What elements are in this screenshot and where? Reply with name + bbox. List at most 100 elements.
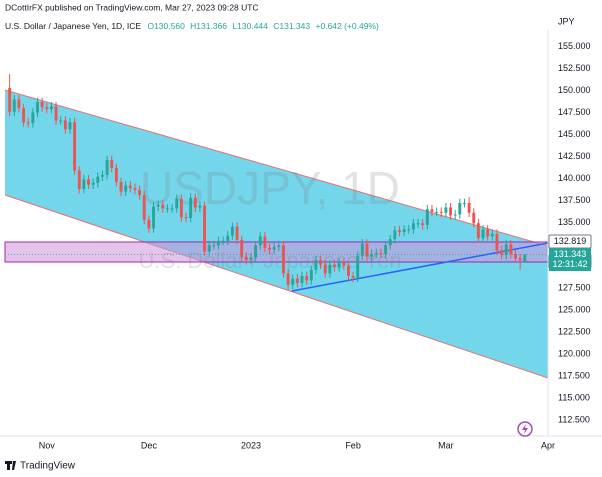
candle-body [254, 245, 258, 258]
candle-body [212, 245, 216, 247]
y-tick-label: 142.500 [558, 151, 591, 161]
candle-body [337, 262, 341, 268]
candle-body [504, 244, 508, 255]
candle-body [63, 120, 67, 130]
y-tick-label: 127.500 [558, 283, 591, 293]
candle-body [170, 208, 174, 210]
candle-body [82, 179, 86, 190]
candle-body [59, 120, 63, 122]
candle-body [156, 204, 160, 207]
candle-body [249, 257, 253, 261]
candle-body [193, 197, 197, 208]
last-price-label: 131.343 [554, 249, 587, 259]
candle-body [73, 122, 77, 171]
currency-label: JPY [558, 16, 575, 26]
candle-body [453, 214, 457, 216]
high-value: H131.366 [190, 21, 227, 31]
y-tick-label: 155.000 [558, 41, 591, 51]
candle-body [22, 108, 26, 123]
candle-body [379, 253, 383, 255]
candle-body [523, 254, 527, 262]
candle-body [217, 240, 220, 246]
candle-body [291, 278, 295, 285]
candle-body [430, 209, 434, 212]
open-value: O130.560 [147, 21, 185, 31]
news-icon[interactable] [517, 421, 533, 437]
candle-body [244, 256, 248, 261]
candle-body [319, 260, 323, 265]
candle-body [45, 107, 49, 110]
candle-body [36, 102, 39, 113]
candle-body [342, 262, 346, 266]
candle-body [481, 229, 485, 239]
close-value: C131.343 [273, 21, 310, 31]
candle-body [444, 207, 448, 213]
logo-icon [5, 461, 16, 470]
candle-body [333, 264, 336, 268]
x-tick-label: 2023 [241, 440, 261, 450]
upper-marker-label: 132.819 [554, 236, 587, 246]
channel-fill [5, 90, 548, 378]
candle-body [8, 87, 12, 112]
candle-body [189, 197, 193, 219]
y-tick-label: 135.000 [558, 217, 591, 227]
candle-body [124, 185, 128, 192]
y-tick-label: 112.500 [558, 414, 590, 424]
news-icon-bolt [522, 424, 528, 434]
y-tick-label: 140.000 [558, 173, 591, 183]
candle-body [272, 246, 276, 250]
candle-body [425, 209, 429, 226]
candle-body [49, 106, 53, 110]
candle-body [402, 229, 406, 233]
candle-body [54, 106, 58, 121]
watermark: USDJPY, 1D [140, 162, 400, 214]
candle-body [476, 223, 480, 239]
candle-body [240, 239, 244, 257]
candle-body [165, 208, 169, 210]
candle-body [323, 264, 327, 274]
candle-body [207, 245, 211, 252]
candle-body [351, 275, 355, 278]
candle-body [40, 102, 44, 108]
candle-body [147, 219, 151, 229]
y-tick-label: 117.500 [558, 371, 590, 381]
candle-body [472, 212, 476, 224]
candle-body [142, 195, 146, 220]
candle-body [407, 229, 411, 231]
candle-body [328, 264, 332, 274]
y-tick-label: 137.500 [558, 195, 591, 205]
candle-body [175, 198, 179, 209]
x-tick-label: Nov [39, 440, 56, 450]
candle-body [449, 207, 452, 216]
candle-body [110, 160, 114, 168]
low-value: L130.444 [232, 21, 268, 31]
candle-body [221, 240, 225, 242]
candle-body [152, 206, 155, 229]
candle-body [458, 203, 462, 215]
candle-body [26, 122, 30, 124]
channel-lower [4, 194, 549, 379]
candle-body [77, 170, 81, 190]
y-tick-label: 147.500 [558, 107, 591, 117]
candle-body [235, 226, 239, 240]
candle-body [268, 247, 271, 250]
candle-body [416, 223, 420, 225]
candle-body [17, 99, 21, 109]
countdown-label: 12:31:42 [552, 259, 587, 269]
candle-body [184, 217, 188, 219]
logo-text: TradingView [20, 461, 76, 472]
candle-body [31, 112, 35, 124]
candle-body [226, 235, 230, 241]
candle-body [263, 236, 267, 248]
symbol: U.S. Dollar / Japanese Yen, 1D, ICE [5, 21, 141, 31]
y-tick-label: 152.500 [558, 63, 591, 73]
candle-body [91, 182, 95, 185]
y-tick-label: 125.000 [558, 305, 591, 315]
candle-body [105, 160, 109, 175]
candle-body [305, 275, 309, 281]
channel-upper [4, 89, 549, 247]
change-value: +0.642 (+0.49%) [316, 21, 379, 31]
candle-body [128, 185, 132, 189]
x-tick-label: Mar [438, 440, 454, 450]
